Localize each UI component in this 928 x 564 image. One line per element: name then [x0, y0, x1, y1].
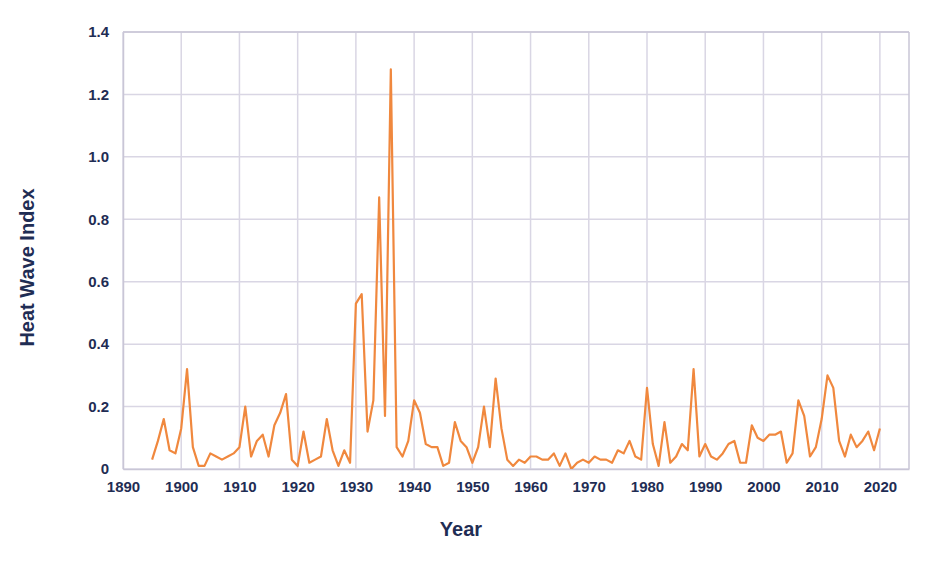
tick-label: 1890 — [107, 478, 140, 495]
y-axis-title: Heat Wave Index — [16, 188, 38, 346]
tick-label: 1.0 — [88, 148, 109, 165]
axis-line — [123, 33, 125, 470]
grid-line — [821, 32, 823, 469]
tick: 1890 — [107, 469, 140, 495]
grid-line — [297, 32, 299, 469]
grid-line — [530, 32, 532, 469]
tick: 1980 — [631, 469, 664, 495]
tick: 0.6 — [88, 273, 123, 290]
tick-label: 1920 — [281, 478, 314, 495]
tick-label: 1960 — [514, 478, 547, 495]
grid-line — [472, 32, 474, 469]
tick: 2020 — [864, 469, 897, 495]
tick: 1970 — [573, 469, 606, 495]
x-axis-title: Year — [440, 518, 482, 540]
grid-line — [123, 281, 909, 283]
tick-label: 1910 — [223, 478, 256, 495]
tick: 1.2 — [88, 86, 123, 103]
tick-label: 1990 — [689, 478, 722, 495]
tick-label: 1980 — [631, 478, 664, 495]
grid-line — [704, 32, 706, 469]
tick-label: 0.2 — [88, 398, 109, 415]
tick-label: 1970 — [573, 478, 606, 495]
tick-label: 2010 — [805, 478, 838, 495]
tick: 2000 — [747, 469, 780, 495]
tick: 1.0 — [88, 148, 123, 165]
tick: 1.4 — [88, 23, 123, 40]
tick-label: 1.4 — [88, 23, 110, 40]
frame — [908, 32, 910, 469]
grid-line — [123, 94, 909, 96]
grid — [123, 32, 909, 469]
grid-line — [123, 219, 909, 221]
tick: 2010 — [805, 469, 838, 495]
grid-line — [123, 31, 909, 33]
tick: 1910 — [223, 469, 256, 495]
plot-background — [123, 32, 909, 469]
tick-label: 1900 — [165, 478, 198, 495]
plot: 1890 1900 1910 1920 1930 1940 1950 1960 1970 1980… — [88, 23, 909, 494]
x-axis: 1890 1900 1910 1920 1930 1940 1950 1960 1970 1980… — [107, 469, 910, 495]
tick: 1960 — [514, 469, 547, 495]
tick-label: 1930 — [340, 478, 373, 495]
frame — [123, 31, 909, 33]
grid-line — [123, 156, 909, 158]
grid-line — [122, 32, 124, 469]
grid-line — [588, 32, 590, 469]
grid-line — [239, 32, 241, 469]
tick-label: 1940 — [398, 478, 431, 495]
tick: 1990 — [689, 469, 722, 495]
grid-line — [123, 406, 909, 408]
tick: 1940 — [398, 469, 431, 495]
grid-line — [763, 32, 765, 469]
tick: 1900 — [165, 469, 198, 495]
tick: 0.8 — [88, 211, 123, 228]
tick-label: 0 — [101, 460, 109, 477]
tick-label: 2020 — [864, 478, 897, 495]
axis-line — [124, 469, 910, 471]
tick-label: 1.2 — [88, 86, 109, 103]
tick-label: 1950 — [456, 478, 489, 495]
tick-label: 0.6 — [88, 273, 109, 290]
grid-line — [879, 32, 881, 469]
tick-label: 0.4 — [88, 335, 110, 352]
data-line — [152, 69, 880, 469]
grid-line — [123, 343, 909, 345]
tick: 1920 — [281, 469, 314, 495]
tick: 0 — [101, 460, 123, 477]
tick: 1930 — [340, 469, 373, 495]
tick: 0.2 — [88, 398, 123, 415]
y-axis: 0 0.2 0.4 0.6 0.8 1.0 1.2 1.4 — [88, 23, 123, 477]
data-layer — [152, 69, 880, 469]
tick: 0.4 — [88, 335, 123, 352]
grid-line — [123, 468, 909, 470]
chart: 1890 1900 1910 1920 1930 1940 1950 1960 1970 1980… — [0, 0, 928, 564]
tick-label: 0.8 — [88, 211, 109, 228]
tick: 1950 — [456, 469, 489, 495]
grid-line — [355, 32, 357, 469]
grid-line — [180, 32, 182, 469]
tick-label: 2000 — [747, 478, 780, 495]
